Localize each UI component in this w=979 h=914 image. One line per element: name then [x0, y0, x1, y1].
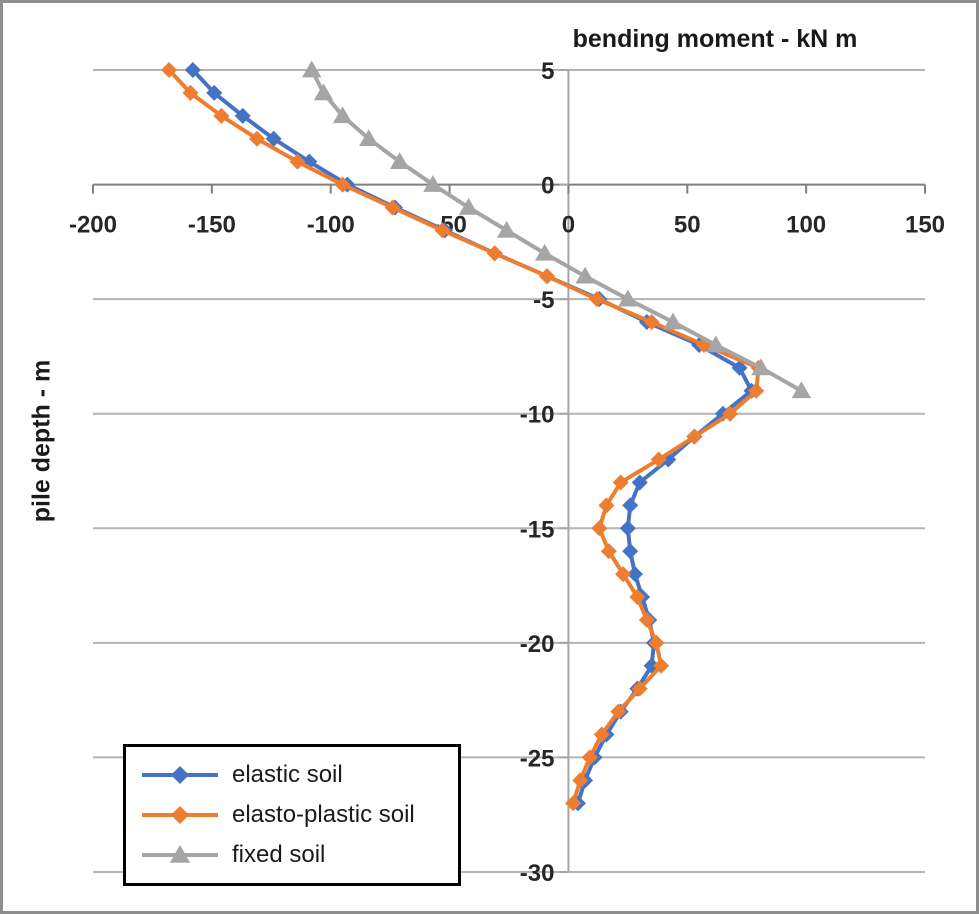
series-marker-elasto-plastic-soil — [289, 153, 306, 170]
series-marker-elastic-soil — [234, 107, 251, 124]
series-marker-elasto-plastic-soil — [598, 497, 615, 514]
series-marker-fixed-soil — [791, 381, 812, 399]
legend-swatch-elasto-plastic-soil-icon — [142, 806, 218, 824]
series-marker-fixed-soil — [618, 289, 638, 307]
series-marker-elasto-plastic-soil — [748, 382, 765, 399]
series-marker-fixed-soil — [751, 358, 771, 376]
x-axis-title: bending moment - kN m — [572, 25, 858, 53]
series-marker-elasto-plastic-soil — [610, 703, 627, 720]
series-marker-fixed-soil — [423, 175, 443, 192]
series-marker-elasto-plastic-soil — [591, 520, 608, 537]
series-marker-elasto-plastic-soil — [615, 566, 632, 583]
y-tick-label--5: -5 — [533, 287, 554, 314]
series-marker-fixed-soil — [458, 197, 479, 215]
series-marker-elasto-plastic-soil — [539, 268, 556, 285]
series-marker-fixed-soil — [663, 312, 683, 330]
series-marker-elasto-plastic-soil — [581, 749, 598, 766]
legend-item-elastic-soil: elastic soil — [140, 755, 450, 795]
series-marker-fixed-soil — [706, 335, 726, 353]
y-tick-label-0: 0 — [541, 173, 554, 200]
series-marker-elasto-plastic-soil — [213, 107, 230, 124]
series-marker-fixed-soil — [496, 220, 517, 238]
legend-item-elasto-plastic-soil: elasto-plastic soil — [140, 795, 450, 835]
x-tick-label-150: 150 — [905, 212, 945, 239]
legend-label: fixed soil — [232, 841, 326, 868]
series-marker-elasto-plastic-soil — [648, 634, 665, 651]
series-marker-elasto-plastic-soil — [600, 543, 617, 560]
series-marker-elasto-plastic-soil — [182, 84, 199, 101]
series-marker-elastic-soil — [619, 520, 636, 537]
series-marker-elastic-soil — [731, 359, 748, 376]
series-marker-elasto-plastic-soil — [638, 611, 655, 628]
series-marker-elasto-plastic-soil — [653, 657, 670, 674]
series-line-elastic-soil — [190, 68, 754, 806]
series-marker-elasto-plastic-soil — [434, 222, 451, 239]
series-marker-elasto-plastic-soil — [565, 795, 582, 812]
y-tick-label-5: 5 — [541, 58, 554, 85]
y-tick-label--20: -20 — [520, 631, 555, 658]
series-marker-elasto-plastic-soil — [650, 451, 667, 468]
legend-label: elastic soil — [232, 761, 343, 788]
legend-label: elasto-plastic soil — [232, 801, 415, 828]
legend-swatch-marker — [169, 845, 191, 863]
x-tick-label-50: 50 — [674, 212, 701, 239]
y-tick-label--30: -30 — [520, 860, 555, 887]
series-marker-elasto-plastic-soil — [486, 245, 503, 262]
y-tick-label--15: -15 — [520, 516, 555, 543]
series-marker-elasto-plastic-soil — [643, 314, 660, 331]
series-marker-elastic-soil — [622, 543, 639, 560]
x-tick-label-0: 0 — [562, 212, 575, 239]
series-marker-elasto-plastic-soil — [334, 176, 351, 193]
series-marker-elasto-plastic-soil — [612, 474, 629, 491]
series-marker-fixed-soil — [332, 106, 353, 124]
legend-item-fixed-soil: fixed soil — [140, 835, 450, 875]
series-marker-elasto-plastic-soil — [249, 130, 266, 147]
series-marker-fixed-soil — [313, 83, 334, 101]
legend: elastic soil elasto-plastic soil fixed s… — [123, 744, 461, 886]
series-marker-elasto-plastic-soil — [572, 772, 589, 789]
series-line-elasto-plastic-soil — [167, 68, 761, 806]
series-marker-elasto-plastic-soil — [686, 428, 703, 445]
series-marker-fixed-soil — [359, 129, 379, 147]
y-axis-title: pile depth - m — [27, 359, 56, 523]
series-marker-elasto-plastic-soil — [588, 291, 605, 308]
series-marker-elastic-soil — [622, 497, 639, 514]
y-tick-label--10: -10 — [520, 402, 555, 429]
series-marker-fixed-soil — [534, 243, 555, 261]
y-tick-label--25: -25 — [520, 745, 555, 772]
legend-swatch-elastic-soil-icon — [142, 766, 218, 784]
series-marker-elastic-soil — [206, 84, 223, 101]
series-marker-elasto-plastic-soil — [593, 726, 610, 743]
series-marker-fixed-soil — [575, 266, 595, 284]
series-marker-elasto-plastic-soil — [161, 62, 178, 78]
x-tick-label--100: -100 — [307, 212, 355, 239]
series-marker-fixed-soil — [302, 60, 322, 78]
series-marker-elastic-soil — [265, 130, 282, 147]
series-marker-elastic-soil — [626, 566, 643, 583]
series-marker-fixed-soil — [389, 152, 410, 169]
x-tick-label--200: -200 — [69, 212, 117, 239]
series-marker-elastic-soil — [184, 62, 201, 78]
series-marker-elasto-plastic-soil — [629, 589, 646, 606]
series-marker-elastic-soil — [631, 474, 648, 491]
x-tick-label-100: 100 — [786, 212, 826, 239]
x-tick-label--150: -150 — [188, 212, 236, 239]
legend-swatch-fixed-soil-icon — [142, 845, 218, 863]
series-marker-elasto-plastic-soil — [722, 405, 739, 422]
series-line-fixed-soil — [309, 68, 804, 393]
series-marker-elasto-plastic-soil — [631, 680, 648, 697]
legend-swatch-marker — [171, 806, 189, 824]
legend-swatch-marker — [171, 766, 189, 784]
series-marker-elasto-plastic-soil — [384, 199, 401, 216]
